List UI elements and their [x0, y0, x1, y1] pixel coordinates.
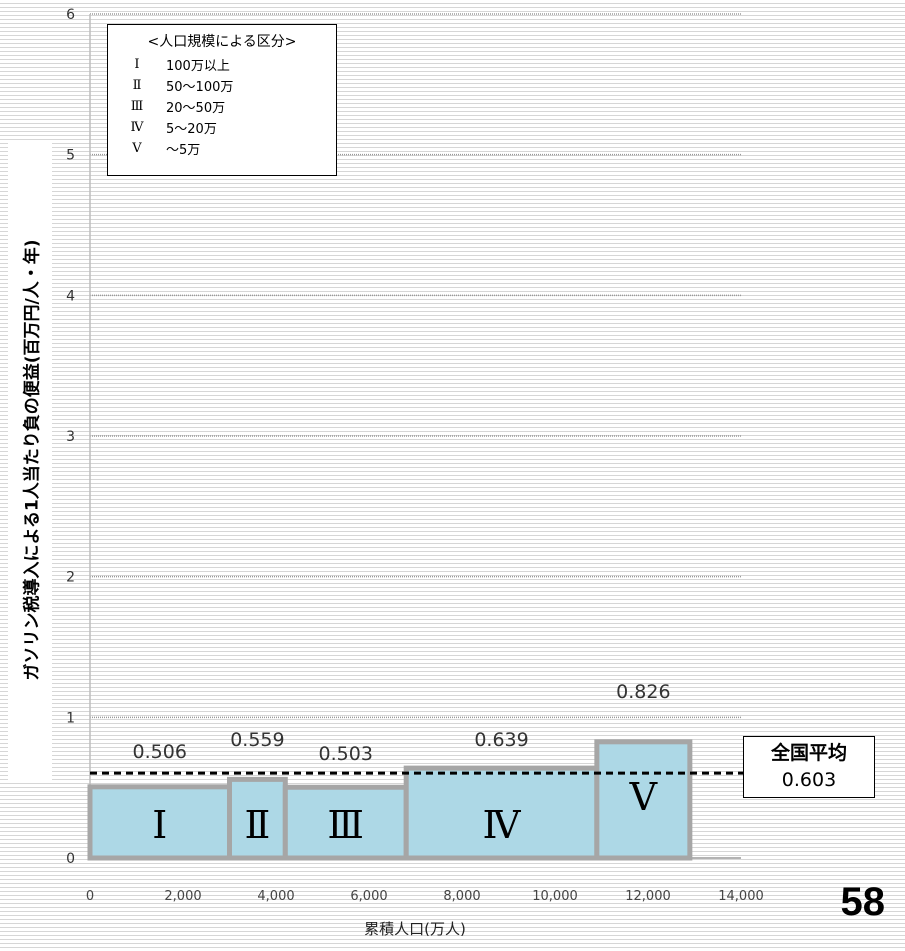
y-tick-label: 5: [66, 148, 75, 164]
x-tick-label: 4,000: [257, 889, 294, 904]
bar-1: [87, 784, 232, 861]
legend-roman: Ⅴ: [132, 141, 142, 156]
bar-category-label: Ⅳ: [483, 803, 522, 847]
x-tick-label: 6,000: [350, 889, 387, 904]
legend: <人口規模による区分> Ⅰ 100万以上 Ⅱ 50～100万 Ⅲ 20～50万 …: [107, 24, 337, 176]
bar-2: [227, 776, 288, 861]
bar-category-label: Ⅰ: [152, 803, 167, 847]
value-labels: Ⅰ 0.506 Ⅱ 0.559 Ⅲ 0.503 Ⅳ 0.639 Ⅴ 0.826: [133, 681, 671, 847]
x-tick-label: 0: [86, 889, 94, 904]
bar-value-label: 0.639: [474, 729, 528, 751]
legend-roman: Ⅰ: [134, 57, 140, 72]
bar-value-label: 0.826: [616, 681, 670, 703]
y-axis-label: ガソリン税導入による1人当たり負の便益(百万円/人・年): [22, 239, 43, 681]
national-average-label: 全国平均: [770, 742, 847, 764]
y-tick-label: 2: [66, 570, 75, 586]
legend-roman: Ⅱ: [132, 78, 142, 93]
y-tick-label: 3: [66, 429, 75, 445]
x-tick-label: 2,000: [164, 889, 201, 904]
legend-roman: Ⅳ: [130, 120, 144, 135]
legend-item: Ⅰ 100万以上: [108, 54, 336, 75]
national-average-box: 全国平均 0.603: [743, 736, 875, 798]
y-tick-label: 4: [66, 288, 75, 304]
legend-item: Ⅴ ～5万: [108, 138, 336, 159]
x-tick-label: 8,000: [443, 889, 480, 904]
x-tick-label: 10,000: [532, 889, 578, 904]
bar-4: [403, 765, 600, 861]
legend-range: ～5万: [166, 143, 201, 158]
bar-value-label: 0.559: [230, 729, 284, 751]
axes: 0 1 2 3 4 5 6 0 2,000 4,000 6,000 8,000 10,000 12,000…: [66, 7, 764, 904]
legend-roman: Ⅲ: [130, 99, 144, 114]
legend-item: Ⅲ 20～50万: [108, 96, 336, 117]
legend-range: 100万以上: [166, 59, 230, 74]
y-tick-label: 0: [66, 851, 75, 867]
bar-category-label: Ⅲ: [327, 803, 364, 847]
bar-category-label: Ⅴ: [629, 775, 658, 819]
x-tick-label: 12,000: [625, 889, 671, 904]
bar-value-label: 0.506: [133, 741, 187, 763]
x-tick-label: 14,000: [718, 889, 764, 904]
legend-range: 5～20万: [166, 122, 217, 137]
legend-item: Ⅱ 50～100万: [108, 75, 336, 96]
bar-value-label: 0.503: [319, 743, 373, 765]
y-tick-label: 1: [66, 710, 75, 726]
y-axis-label-box: [8, 140, 52, 780]
legend-range: 50～100万: [166, 80, 234, 95]
national-average-value: 0.603: [781, 769, 837, 791]
bar-category-label: Ⅱ: [244, 803, 270, 847]
bar-5: [594, 739, 693, 861]
page-number: 58: [840, 880, 886, 924]
bars: [87, 739, 743, 861]
legend-range: 20～50万: [166, 101, 226, 116]
y-tick-label: 6: [66, 7, 75, 23]
legend-item: Ⅳ 5～20万: [108, 117, 336, 138]
x-axis-label: 累積人口(万人): [364, 920, 466, 938]
gridlines: [90, 13, 741, 719]
legend-title: <人口規模による区分>: [147, 34, 297, 50]
